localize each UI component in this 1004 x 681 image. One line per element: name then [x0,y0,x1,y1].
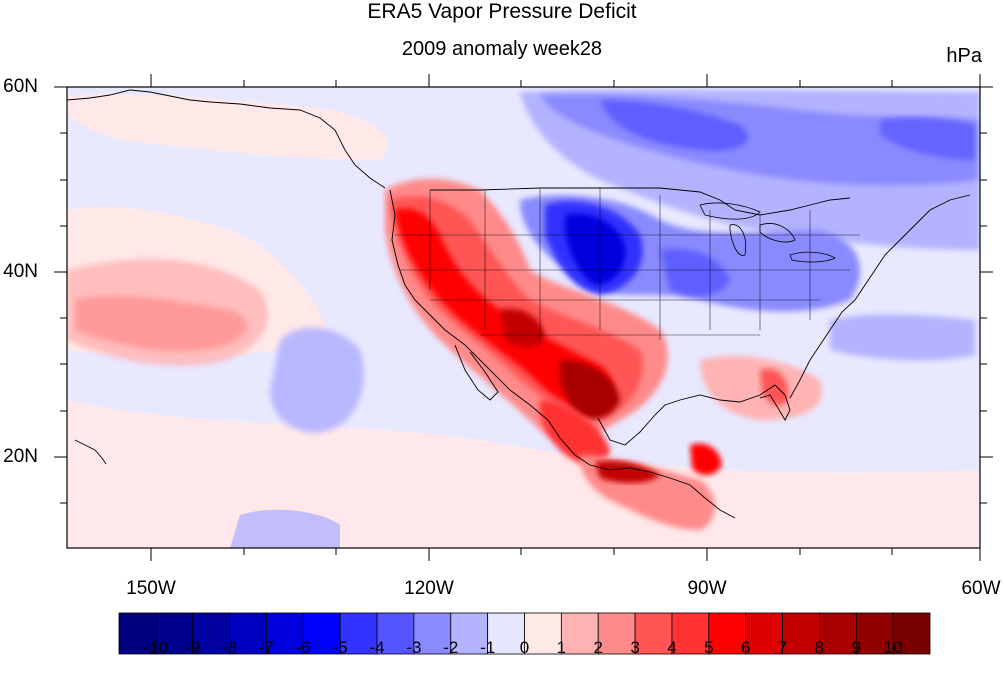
colorbar-label: 9 [851,638,861,657]
lat-label-20n: 20N [3,446,38,467]
colorbar-swatch [560,612,599,655]
colorbar-swatch [450,612,489,655]
map-title: ERA5 Vapor Pressure Deficit [367,0,637,23]
colorbar-label: 10 [883,638,903,657]
coastlines [67,89,971,519]
colorbar-label: -2 [443,638,459,657]
gulf-warm [700,356,822,420]
colorbar-swatch [892,612,931,655]
colorbar-label: -10 [143,638,169,657]
colorbar-swatch [524,612,562,655]
south-pacific-cool [230,509,340,548]
mexico-hot-spot [595,460,660,483]
colorbar-swatch [671,612,710,655]
mexico-warm [539,400,610,465]
colorbar-label: -4 [369,638,385,657]
colorbar-swatch [782,612,820,655]
lon-label-60w: 60W [961,578,1001,599]
colorbar-swatch [155,612,194,655]
lat-label-60n: 60N [3,76,38,97]
colorbar-label: 1 [556,638,567,657]
north-pacific-pink [67,94,388,160]
colorbar-label: 3 [630,638,640,657]
colorbar-swatch [634,612,673,655]
axis-ticks [54,74,993,561]
colorbar-label: 8 [814,638,825,657]
colorbar-swatch [376,612,415,655]
colorbar-label: -5 [332,638,348,657]
colorbar-label: -8 [222,638,238,657]
colorbar-swatch [266,612,304,655]
colorbar-label: -1 [480,638,496,657]
colorbar-label: 5 [704,638,714,657]
texas-hot-spot [559,360,620,419]
pacific-cool-patch [270,327,364,433]
colorbar-label: -3 [406,638,422,657]
lon-label-90w: 90W [687,578,727,599]
colorbar-label: -9 [185,638,201,657]
colorbar-label: 2 [593,638,603,657]
colorbar-swatch [745,612,783,655]
map-subtitle: 2009 anomaly week28 [401,38,603,60]
lon-label-120w: 120W [404,578,454,599]
arizona-hot-spot [500,308,545,347]
colorbar-label: 0 [519,638,530,657]
plains-cool-core [565,213,626,285]
lon-label-150w: 150W [126,578,176,599]
colorbar-swatch [413,612,452,655]
colorbar-swatch [855,612,894,655]
midwest-cool [660,248,730,297]
units-label: hPa [946,45,982,67]
colorbar-swatch [118,612,157,655]
colorbar-swatch [487,612,525,655]
labrador-cool [880,117,975,160]
guatemala-hot-spot [690,443,722,476]
colorbar-swatch [192,612,230,655]
pacific-warm-core [75,295,247,351]
colorbar-swatch [708,612,747,655]
colorbar-swatch [597,612,636,655]
data-field [67,87,980,548]
colorbar-swatch [819,612,857,655]
lat-label-40n: 40N [3,261,38,282]
colorbar [118,612,931,655]
colorbar-swatch [302,612,341,655]
west-warm-core [395,208,613,410]
colorbar-label: 4 [667,638,677,657]
colorbar-label: -7 [258,638,275,657]
atlantic-cool [830,314,975,361]
colorbar-label: 7 [777,638,788,657]
colorbar-label: 6 [740,638,751,657]
colorbar-swatch [229,612,267,655]
canada-cool-center [600,100,748,151]
state-borders [395,188,860,345]
great-lakes [699,202,836,263]
colorbar-label: -6 [295,638,311,657]
